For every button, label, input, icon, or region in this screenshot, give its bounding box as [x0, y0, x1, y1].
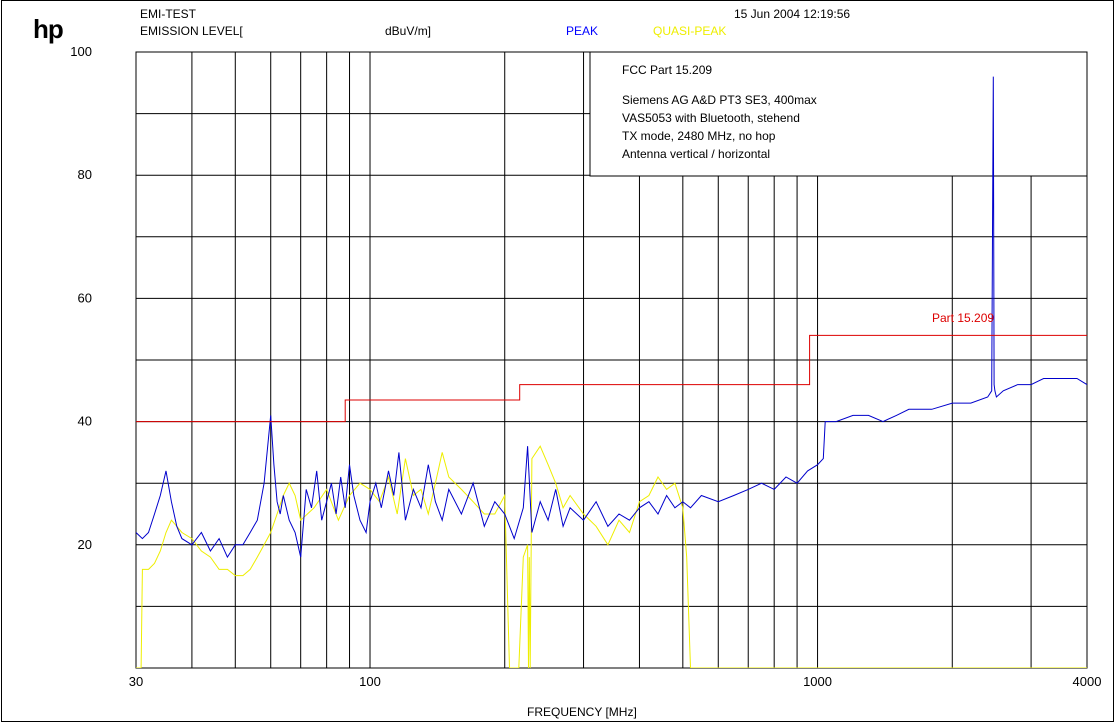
info-line-1: FCC Part 15.209 [622, 63, 712, 77]
emission-label: EMISSION LEVEL[ [140, 24, 243, 38]
quasi-peak-legend: QUASI-PEAK [653, 24, 727, 38]
info-box [589, 51, 1088, 177]
chart-series [136, 76, 1087, 668]
x-tick-label: 1000 [803, 674, 832, 689]
y-tick-label: 80 [78, 167, 92, 182]
info-line-4: TX mode, 2480 MHz, no hop [622, 129, 776, 143]
x-tick-label: 30 [129, 674, 143, 689]
info-line-3: VAS5053 with Bluetooth, stehend [622, 111, 800, 125]
peak-legend: PEAK [566, 24, 599, 38]
y-tick-label: 100 [70, 44, 92, 59]
limit-line-label: Part 15.209 [932, 311, 994, 325]
info-line-2: Siemens AG A&D PT3 SE3, 400max [622, 93, 817, 107]
unit-label: dBuV/m] [385, 24, 432, 38]
test-name: EMI-TEST [140, 7, 196, 21]
x-axis-label: FREQUENCY [MHz] [527, 705, 637, 719]
y-tick-labels: 20 40 60 80 100 [70, 44, 92, 552]
peak-trace [136, 76, 1087, 559]
x-tick-label: 100 [359, 674, 381, 689]
info-line-5: Antenna vertical / horizontal [622, 147, 770, 161]
hp-logo: hp [33, 14, 64, 44]
datetime: 15 Jun 2004 12:19:56 [734, 7, 851, 21]
x-tick-labels: 30 100 1000 4000 [129, 674, 1102, 689]
y-tick-label: 40 [78, 414, 92, 429]
y-tick-label: 20 [78, 537, 92, 552]
x-tick-label: 4000 [1073, 674, 1102, 689]
quasi-peak-trace [136, 445, 1087, 668]
limit-line [136, 334, 1087, 423]
y-tick-label: 60 [78, 290, 92, 305]
